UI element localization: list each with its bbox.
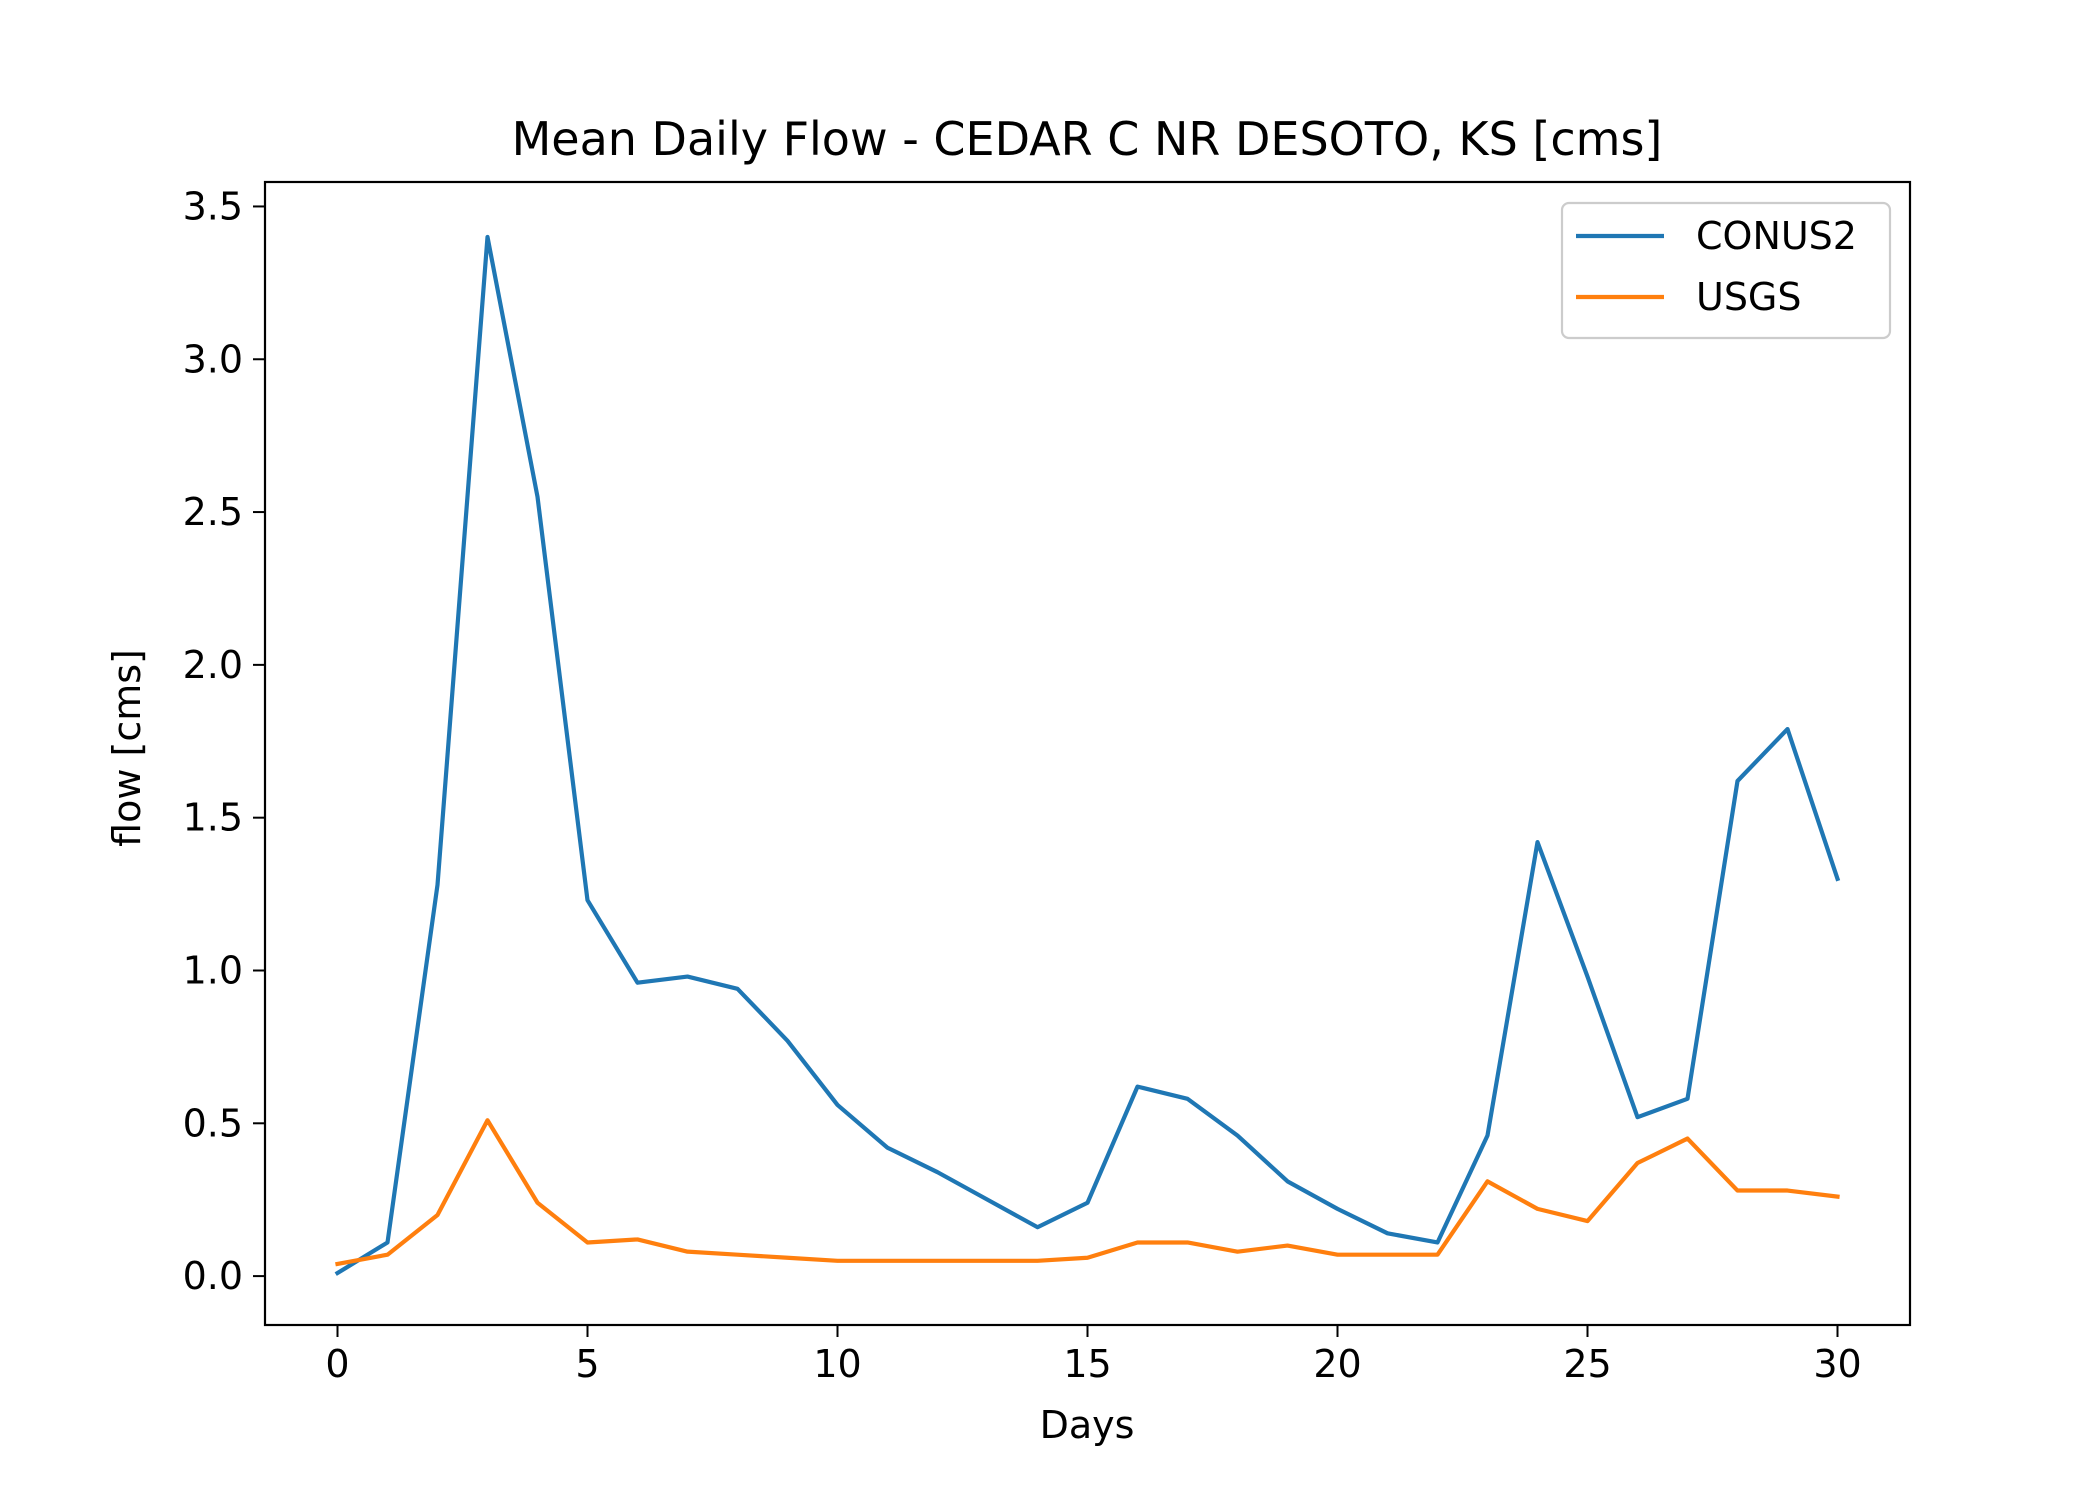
y-tick-label: 3.5 bbox=[183, 184, 243, 228]
y-tick-label: 1.5 bbox=[183, 796, 243, 840]
x-axis-label: Days bbox=[1040, 1403, 1135, 1447]
legend-label-usgs: USGS bbox=[1696, 275, 1802, 319]
y-tick-label: 1.0 bbox=[183, 948, 243, 992]
y-tick-label: 0.5 bbox=[183, 1101, 243, 1145]
chart-title: Mean Daily Flow - CEDAR C NR DESOTO, KS … bbox=[512, 112, 1663, 166]
x-tick-label: 10 bbox=[813, 1342, 861, 1386]
legend-label-conus2: CONUS2 bbox=[1696, 214, 1857, 258]
x-tick-label: 25 bbox=[1563, 1342, 1611, 1386]
x-tick-label: 20 bbox=[1313, 1342, 1361, 1386]
y-axis-label: flow [cms] bbox=[105, 649, 149, 847]
x-tick-label: 0 bbox=[325, 1342, 349, 1386]
series-line-conus2 bbox=[334, 234, 1841, 1276]
series-line-usgs bbox=[335, 1118, 1840, 1267]
y-tick-label: 3.0 bbox=[183, 337, 243, 381]
x-tick-label: 30 bbox=[1813, 1342, 1861, 1386]
x-tick-label: 15 bbox=[1063, 1342, 1111, 1386]
plot-area: 0 5 10 15 20 25 30 0.0 0.5 1.0 1.5 2.0 2.5 3.0 3.5 bbox=[183, 180, 1912, 1386]
y-tick-label: 0.0 bbox=[183, 1254, 243, 1298]
x-tick-label: 5 bbox=[575, 1342, 599, 1386]
y-tick-label: 2.0 bbox=[183, 643, 243, 687]
legend: CONUS2 USGS bbox=[1560, 201, 1892, 340]
y-tick-label: 2.5 bbox=[183, 490, 243, 534]
